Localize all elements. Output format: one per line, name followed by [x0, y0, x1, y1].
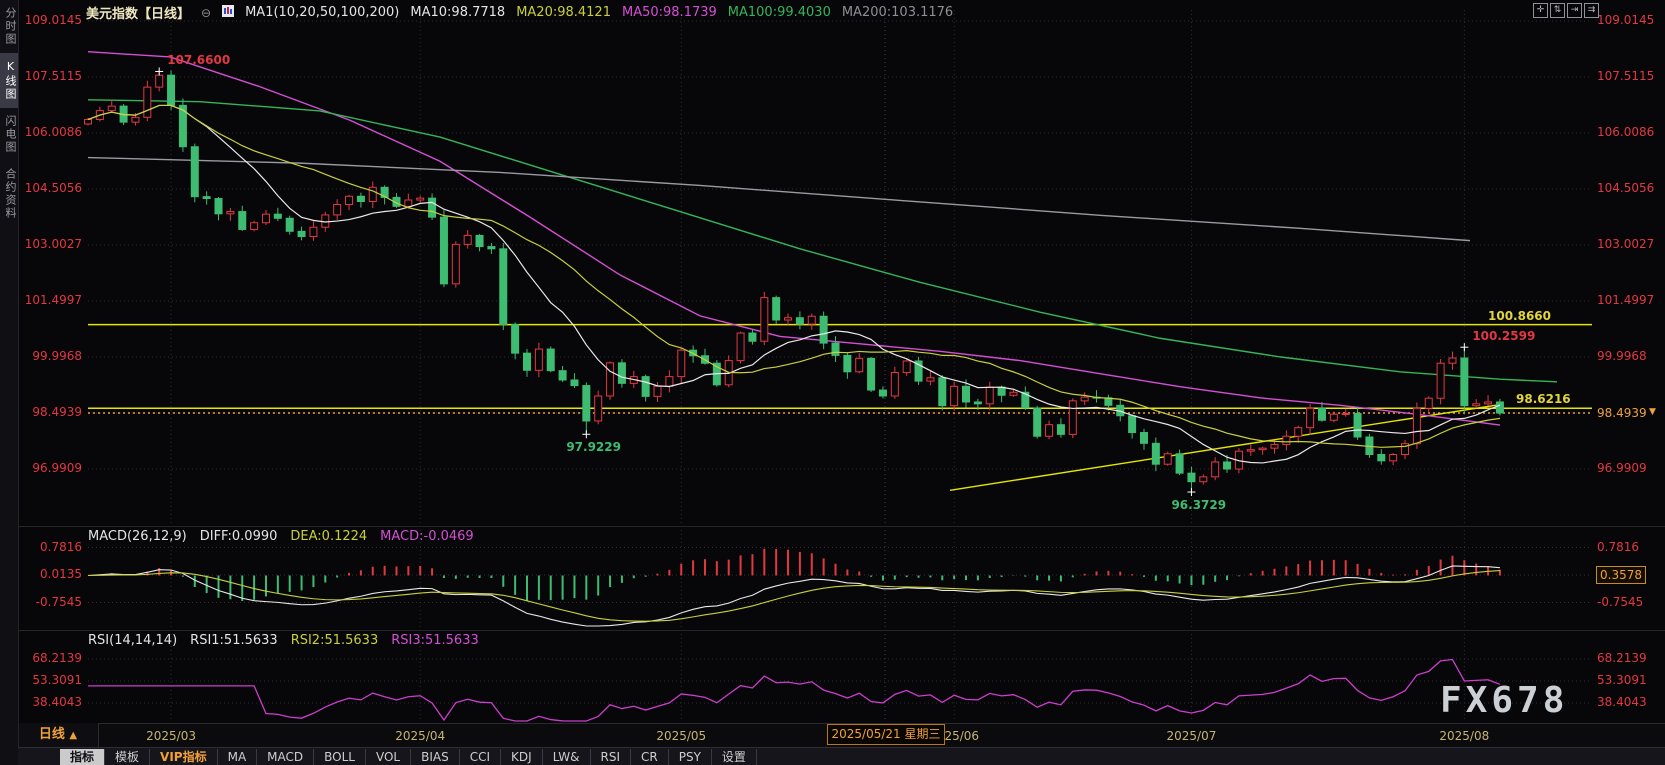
rsi2-value: RSI2:51.5633 — [290, 633, 379, 648]
rsi3-value: RSI3:51.5633 — [391, 633, 479, 648]
toolbar-tab-4[interactable]: MACD — [257, 748, 315, 765]
toolbar-tab-2[interactable]: VIP指标 — [150, 748, 218, 765]
period-dropdown-arrow: ▲ — [69, 730, 78, 741]
macd-dea-value: DEA:0.1224 — [290, 529, 368, 544]
x-axis-month-label: 2025/03 — [146, 729, 196, 743]
jump-latest-icon[interactable]: ⇉ — [1584, 3, 1599, 18]
toolbar-tab-0[interactable]: 指标 — [60, 748, 106, 765]
macd-macd-value: MACD:-0.0469 — [380, 529, 474, 544]
toolbar-tab-11[interactable]: RSI — [591, 748, 631, 765]
sidebar-item-kline-chart[interactable]: K线图 — [0, 53, 18, 108]
x-axis-month-label: 2025/07 — [1166, 729, 1217, 743]
x-axis-month-label: 2025/04 — [395, 729, 446, 743]
toolbar-tab-6[interactable]: VOL — [366, 748, 412, 765]
toolbar-tab-9[interactable]: KDJ — [501, 748, 543, 765]
latest-price-arrow-icon[interactable]: ▼ — [1649, 407, 1656, 417]
main-chart-header: 美元指数【日线】 ⊖ MA1(10,20,50,100,200) MA10:98… — [86, 3, 953, 22]
macd-params: MACD(26,12,9) — [88, 529, 187, 544]
rsi1-value: RSI1:51.5633 — [190, 633, 278, 648]
collapse-icon[interactable]: ⊖ — [201, 5, 212, 20]
ma10-value: MA10:98.7718 — [410, 5, 506, 20]
rsi-pane-header: RSI(14,14,14) RSI1:51.5633 RSI2:51.5633 … — [88, 633, 479, 648]
macd-pane-header: MACD(26,12,9) DIFF:0.0990 DEA:0.1224 MAC… — [88, 529, 474, 544]
toolbar-tab-7[interactable]: BIAS — [411, 748, 460, 765]
sidebar-item-time-chart[interactable]: 分时图 — [4, 7, 17, 46]
toolbar-tab-1[interactable]: 模板 — [105, 748, 151, 765]
crosshair-date-tooltip: 2025/05/21 星期三 — [827, 724, 945, 745]
macd-current-value-badge: 0.3578 — [1596, 566, 1646, 584]
ma50-value: MA50:98.1739 — [621, 5, 717, 20]
chart-tools: ✛ ⇅ ⇥ ⇉ — [1533, 3, 1599, 18]
toolbar-tab-12[interactable]: CR — [631, 748, 669, 765]
toolbar-tab-5[interactable]: BOLL — [314, 748, 366, 765]
toolbar-tab-14[interactable]: 设置 — [712, 748, 757, 765]
toolbar-tab-3[interactable]: MA — [218, 748, 258, 765]
fx678-watermark: FX678 — [1440, 680, 1569, 721]
y-axis-scale-icon[interactable]: ⇅ — [1550, 3, 1565, 18]
ma100-value: MA100:99.4030 — [727, 5, 831, 20]
toolbar-tab-10[interactable]: LW& — [543, 748, 591, 765]
current-price-badge: 98.4939 — [1597, 406, 1647, 420]
ma200-value: MA200:103.1176 — [841, 5, 954, 20]
symbol-title: 美元指数【日线】 — [86, 7, 191, 22]
macd-diff-value: DIFF:0.0990 — [199, 529, 278, 544]
scroll-right-icon[interactable]: ⇥ — [1567, 3, 1582, 18]
indicator-dialog-icon[interactable] — [222, 4, 235, 21]
rsi-params: RSI(14,14,14) — [88, 633, 178, 648]
ma-settings-label: MA1(10,20,50,100,200) — [245, 5, 400, 20]
sidebar-item-contract-info[interactable]: 合约资料 — [4, 168, 17, 220]
toolbar-tab-13[interactable]: PSY — [669, 748, 712, 765]
sidebar-item-lightning-chart[interactable]: 闪电图 — [4, 115, 17, 154]
chart-type-sidebar: 分时图 K线图 闪电图 合约资料 — [0, 0, 19, 765]
period-selector[interactable]: 日线 ▲ — [18, 723, 99, 747]
toolbar-tab-8[interactable]: CCI — [460, 748, 502, 765]
pan-icon[interactable]: ✛ — [1533, 3, 1548, 18]
ma20-value: MA20:98.4121 — [516, 5, 611, 20]
x-axis-month-label: 2025/05 — [656, 729, 707, 743]
period-label: 日线 — [38, 727, 65, 742]
x-axis-month-label: 2025/08 — [1439, 729, 1490, 743]
indicator-toolbar: 指标 模板 VIP指标 MA MACD BOLL VOL BIAS CCI KDJ LW& RSI CR… — [18, 747, 1665, 765]
